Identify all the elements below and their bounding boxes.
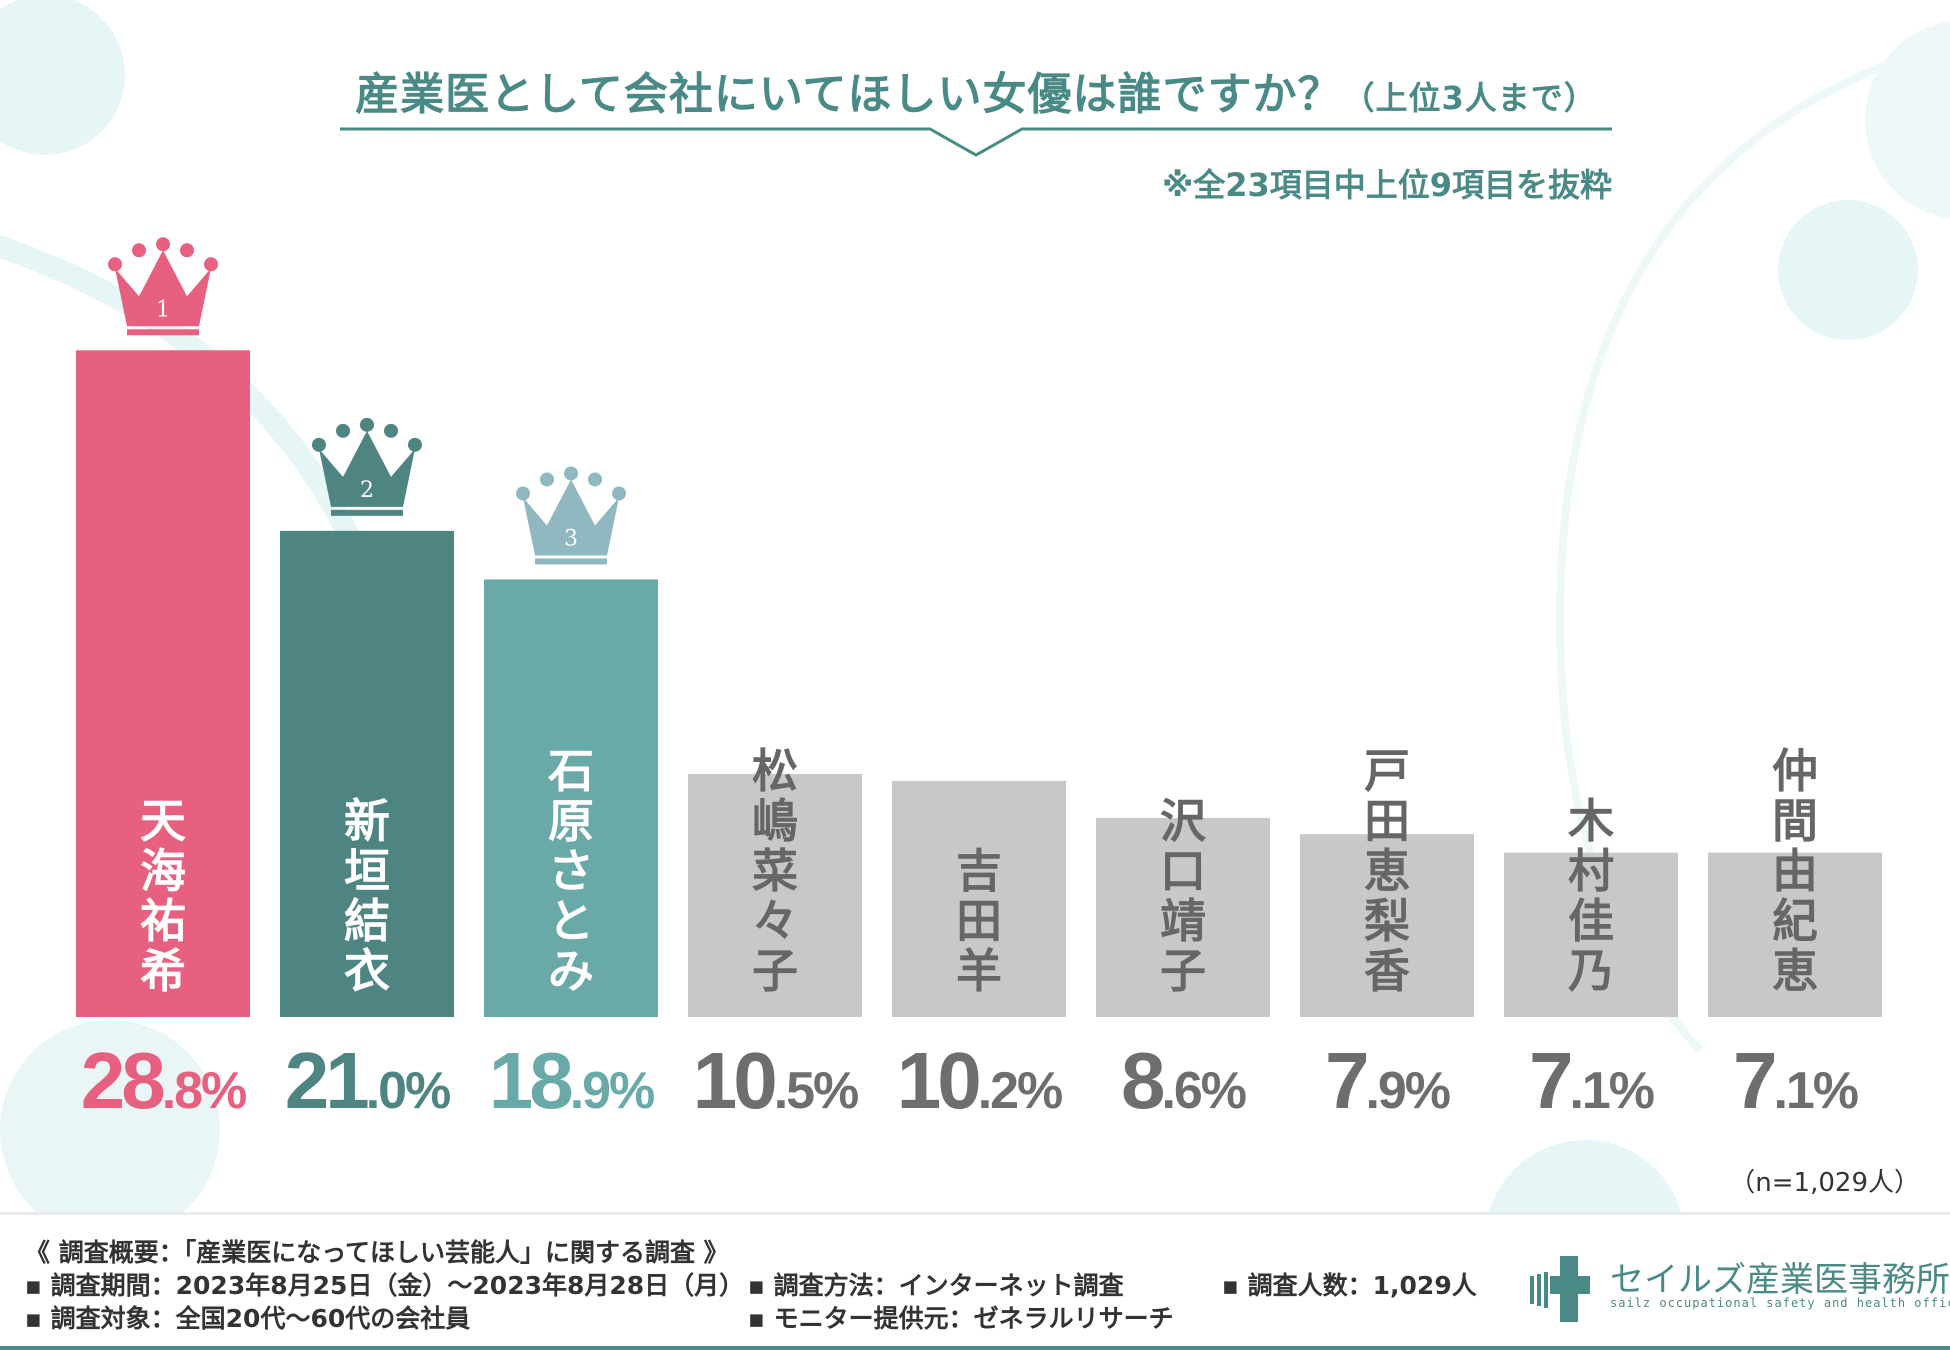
- company-logo: セイルズ産業医事務所 sailz occupational safety and…: [1520, 1250, 1950, 1330]
- bar: [1096, 817, 1270, 1017]
- title-underline: [340, 127, 1612, 157]
- footer: [0, 1212, 1950, 1350]
- survey-provider: ▪ モニター提供元：ゼネラルリサーチ: [748, 1304, 1174, 1333]
- value-label: 7.1%: [1529, 1036, 1654, 1125]
- value-label: 28.8%: [81, 1036, 246, 1125]
- survey-period: ▪ 調査期間：2023年8月25日（金）～2023年8月28日（月）: [25, 1271, 745, 1300]
- bar-group: 新垣結衣 21.0% 2: [280, 417, 454, 1125]
- survey-target: ▪ 調査対象：全国20代～60代の会社員: [25, 1304, 471, 1333]
- bar-group: 沢口靖子 8.6%: [1096, 794, 1270, 1125]
- bar: [76, 350, 250, 1017]
- bar-name-label: 石原さとみ: [548, 744, 594, 998]
- sample-size-label: （n=1,029人）: [1729, 1168, 1920, 1198]
- chart-title-block: 産業医として会社にいてほしい女優は誰ですか？（上位3人まで）: [340, 50, 1612, 160]
- crown-icon: 2: [312, 417, 422, 516]
- chart-title-main: 産業医として会社にいてほしい女優は誰ですか？: [355, 69, 1343, 120]
- bar-group: 天海祐希 28.8% 1: [76, 237, 250, 1125]
- bar-name-label: 吉田羊: [956, 844, 1002, 998]
- crown-icon: 1: [108, 237, 218, 336]
- value-label: 21.0%: [285, 1036, 450, 1125]
- bar-name-label: 木村佳乃: [1568, 794, 1614, 998]
- value-label: 18.9%: [489, 1036, 654, 1125]
- company-name: セイルズ産業医事務所: [1610, 1260, 1950, 1300]
- company-tagline: sailz occupational safety and health off…: [1610, 1296, 1950, 1310]
- survey-method: ▪ 調査方法：インターネット調査: [748, 1271, 1124, 1300]
- bar-name-label: 仲間由紀恵: [1772, 744, 1818, 998]
- bar: [1708, 852, 1882, 1017]
- survey-overview: 《 調査概要：「産業医になってほしい芸能人」に関する調査 》: [25, 1238, 729, 1267]
- bar-group: 仲間由紀恵 7.1%: [1708, 744, 1882, 1125]
- bar-group: 吉田羊 10.2%: [892, 780, 1066, 1125]
- value-label: 7.9%: [1325, 1036, 1450, 1125]
- value-label: 8.6%: [1121, 1036, 1246, 1125]
- bar-group: 木村佳乃 7.1%: [1504, 794, 1678, 1125]
- rank-number: 2: [360, 478, 374, 503]
- value-label: 7.1%: [1733, 1036, 1858, 1125]
- bar-name-label: 沢口靖子: [1160, 794, 1207, 998]
- medical-cross-icon: [1530, 1256, 1590, 1322]
- bar: [280, 530, 454, 1017]
- value-label: 10.5%: [693, 1036, 858, 1125]
- bar-group: 石原さとみ 18.9% 3: [484, 466, 658, 1125]
- bar-name-label: 新垣結衣: [344, 794, 390, 998]
- survey-count: ▪ 調査人数：1,029人: [1222, 1271, 1477, 1300]
- bar: [688, 773, 862, 1017]
- bar-name-label: 松嶋菜々子: [752, 744, 798, 998]
- rank-number: 1: [156, 297, 170, 322]
- excerpt-note: ※全23項目中上位9項目を抜粋: [1162, 166, 1612, 204]
- chart-title-sub: （上位3人まで）: [1342, 79, 1597, 117]
- bar: [1504, 852, 1678, 1017]
- bar-group: 松嶋菜々子 10.5%: [688, 744, 862, 1125]
- crown-icon: 3: [516, 466, 626, 565]
- value-label: 10.2%: [897, 1036, 1062, 1125]
- bar-name-label: 戸田恵梨香: [1364, 744, 1410, 998]
- bar: [892, 780, 1066, 1017]
- chart-title: 産業医として会社にいてほしい女優は誰ですか？（上位3人まで）: [340, 58, 1612, 122]
- bar-chart: 天海祐希 28.8% 1 新垣結衣 21.0% 2 石原さとみ 18.9% 3 松嶋菜々子 10.5…: [76, 237, 1882, 1125]
- bar-group: 戸田恵梨香 7.9%: [1300, 744, 1474, 1125]
- bar-name-label: 天海祐希: [140, 794, 186, 998]
- bar: [1300, 834, 1474, 1017]
- rank-number: 3: [564, 526, 578, 551]
- bar: [484, 579, 658, 1017]
